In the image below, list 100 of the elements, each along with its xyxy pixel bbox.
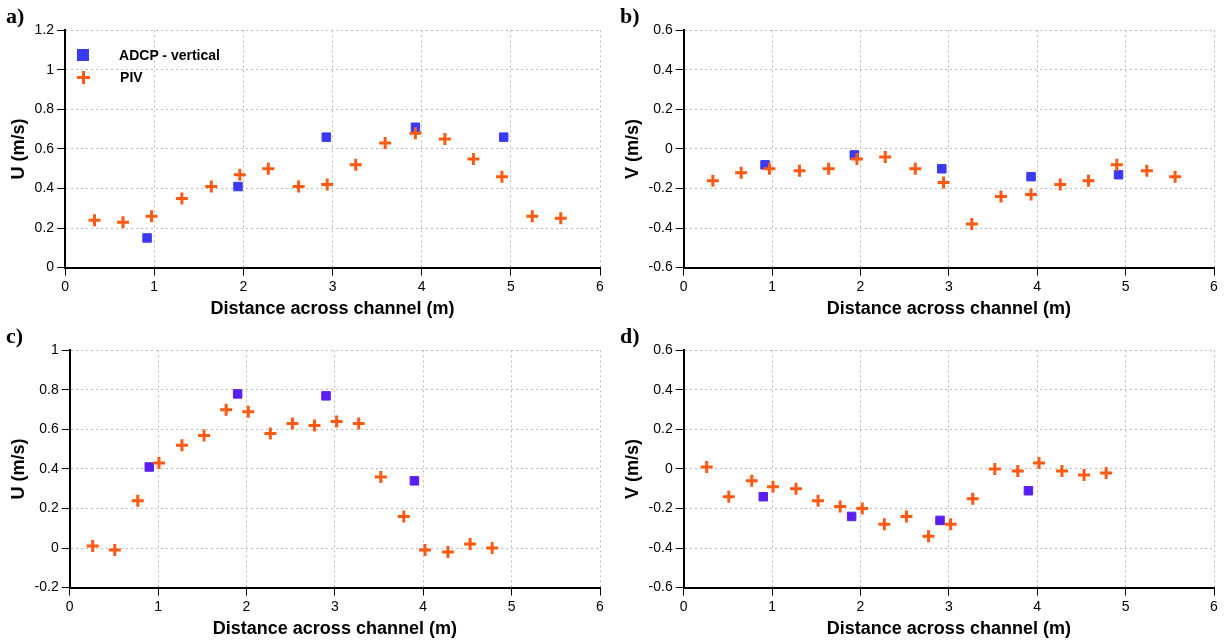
point <box>262 425 278 441</box>
x-tick-label: 6 <box>596 597 605 614</box>
point <box>921 528 937 544</box>
point <box>965 491 981 507</box>
point <box>1098 465 1114 481</box>
point <box>85 538 101 554</box>
x-tick-label: 3 <box>944 277 953 294</box>
point <box>319 177 335 193</box>
y-tick-label: 0.2 <box>34 218 55 235</box>
x-tick-label: 6 <box>596 277 605 294</box>
point <box>1139 163 1155 179</box>
point <box>321 391 331 401</box>
point <box>758 491 769 502</box>
point <box>417 542 433 558</box>
x-tick-label: 4 <box>417 277 426 294</box>
point <box>462 536 478 552</box>
y-tick-label: -0.2 <box>34 578 59 595</box>
y-tick-label: 0.2 <box>653 420 673 437</box>
y-tick-label: 0 <box>664 139 673 156</box>
x-tick-label: 2 <box>856 277 865 294</box>
x-tick-label: 0 <box>679 597 688 614</box>
point <box>765 479 781 495</box>
x-tick-label: 2 <box>856 597 865 614</box>
point <box>849 151 865 167</box>
x-tick-label: 3 <box>944 597 953 614</box>
point <box>321 132 332 142</box>
point <box>1031 455 1047 471</box>
y-tick-label: -0.2 <box>648 179 673 196</box>
point <box>553 210 569 226</box>
point <box>943 516 959 532</box>
x-tick-label: 5 <box>507 597 516 614</box>
x-tick-label: 3 <box>330 597 339 614</box>
x-tick-label: 2 <box>239 277 248 294</box>
x-tick-label: 4 <box>1033 597 1042 614</box>
point <box>898 508 914 524</box>
x-axis-title: Distance across channel (m) <box>210 298 455 319</box>
point <box>876 516 892 532</box>
x-axis-title: Distance across channel (m) <box>826 618 1071 639</box>
point <box>1023 186 1039 202</box>
point <box>407 125 423 141</box>
x-tick-label: 1 <box>768 277 777 294</box>
point <box>1081 173 1096 189</box>
y-tick-label: 0.4 <box>653 60 673 77</box>
point <box>232 167 248 183</box>
point <box>440 544 456 560</box>
point <box>260 161 276 177</box>
y-axis-title: U (m/s) <box>7 118 28 180</box>
point <box>721 489 737 505</box>
y-tick-label: 0.6 <box>39 420 59 437</box>
point <box>107 542 123 558</box>
point <box>937 164 947 174</box>
point <box>1076 467 1092 483</box>
y-axis-title: V (m/s) <box>621 438 642 500</box>
y-tick-label: 1.2 <box>34 21 55 38</box>
point <box>174 437 190 453</box>
point <box>115 214 131 230</box>
point <box>907 161 923 177</box>
point <box>151 455 167 471</box>
point <box>699 459 715 475</box>
point <box>788 481 804 497</box>
y-tick-label: 0 <box>664 459 673 476</box>
point <box>409 476 420 486</box>
point <box>240 404 256 420</box>
y-tick-label: 0 <box>46 258 55 275</box>
y-tick-label: -0.4 <box>648 538 673 555</box>
chart-title: a) <box>6 2 25 28</box>
x-tick-label: 0 <box>679 277 688 294</box>
point <box>144 208 160 224</box>
x-axis-title: Distance across channel (m) <box>826 298 1071 319</box>
x-tick-label: 2 <box>242 597 251 614</box>
point <box>307 418 323 434</box>
x-tick-label: 3 <box>328 277 337 294</box>
point <box>291 179 307 195</box>
point <box>218 402 234 418</box>
point <box>351 416 367 432</box>
point <box>877 149 893 165</box>
y-axis-title: V (m/s) <box>621 118 642 180</box>
point <box>846 511 857 522</box>
point <box>993 188 1009 204</box>
point <box>810 493 826 509</box>
y-tick-label: -0.6 <box>648 258 673 275</box>
point <box>1026 171 1036 182</box>
x-tick-label: 6 <box>1210 597 1219 614</box>
y-tick-label: 0.8 <box>39 380 59 397</box>
point <box>232 389 243 399</box>
point <box>203 179 219 195</box>
y-tick-label: 0 <box>50 538 59 555</box>
chart-title: d) <box>620 322 640 348</box>
point <box>1052 177 1068 193</box>
point <box>821 161 837 177</box>
y-tick-label: -0.2 <box>648 499 673 516</box>
point <box>86 212 102 228</box>
y-tick-label: 0.4 <box>653 380 673 397</box>
y-tick-label: 0.6 <box>653 21 673 38</box>
chart-title: b) <box>620 2 640 28</box>
x-tick-label: 5 <box>1121 277 1130 294</box>
point <box>1113 169 1124 180</box>
y-tick-label: 0.4 <box>34 179 55 196</box>
point <box>792 163 807 179</box>
y-tick-label: 1 <box>46 60 55 77</box>
